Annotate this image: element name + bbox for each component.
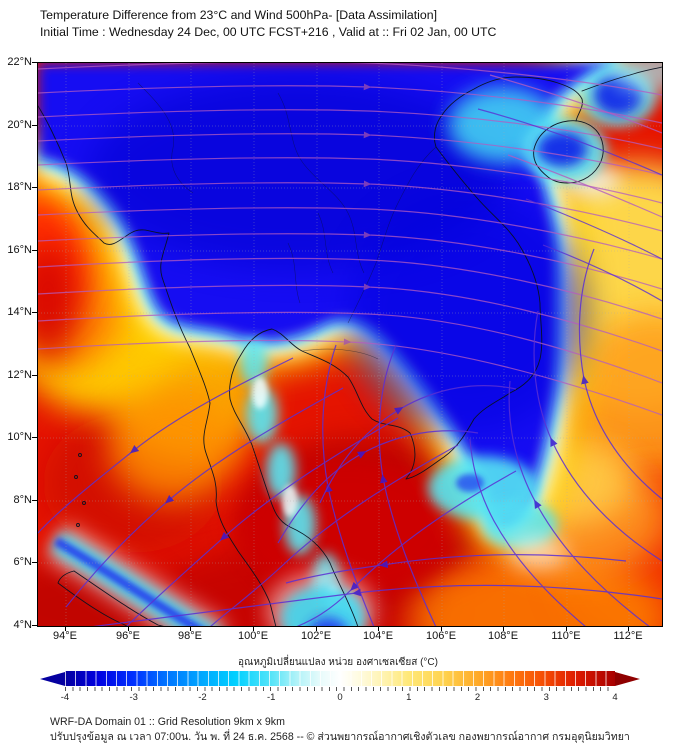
lon-label: 104°E [362,630,394,642]
colorbar-tick: -3 [129,692,138,703]
lat-label: 16°N [7,244,32,256]
colorbar-tick: -1 [267,692,276,703]
colorbar-tick: 4 [612,692,618,703]
lon-label: 108°E [487,630,519,642]
axis-tick [378,626,379,631]
colorbar-tick: 0 [337,692,343,703]
lat-label: 20°N [7,119,32,131]
temperature-field [38,63,662,626]
streamlines-northeast [477,74,662,302]
lat-label: 10°N [7,431,32,443]
footer-update-info: ปรับปรุงข้อมูล ณ เวลา 07:00น. วัน พ. ที่… [50,730,630,743]
colorbar-left-arrow [40,671,65,686]
header: Temperature Difference from 23°C and Win… [40,7,496,41]
axis-tick [32,625,37,626]
colorbar-tick: 3 [543,692,549,703]
axis-tick [32,62,37,63]
lon-label: 98°E [178,630,202,642]
lat-label: 18°N [7,181,32,193]
axis-tick [128,626,129,631]
lat-label: 14°N [7,306,32,318]
lon-label: 100°E [237,630,269,642]
lat-label: 22°N [7,56,32,68]
colorbar-gradient [65,671,615,686]
axis-tick [32,125,37,126]
colorbar-minor-ticks [65,687,615,691]
axis-tick [32,562,37,563]
lon-label: 96°E [116,630,140,642]
colorbar-tick: -4 [60,692,70,703]
footer: WRF-DA Domain 01 :: Grid Resolution 9km … [50,715,630,744]
axis-tick [32,187,37,188]
axis-tick [32,250,37,251]
axis-tick [503,626,504,631]
axis-tick [32,312,37,313]
map-figure [37,62,663,627]
axis-tick [441,626,442,631]
lon-label: 106°E [425,630,457,642]
colorbar-tick: 2 [474,692,481,703]
map-subtitle: Initial Time : Wednesday 24 Dec, 00 UTC … [40,25,497,39]
province-borders [137,82,437,360]
map-title: Temperature Difference from 23°C and Win… [40,8,438,22]
axis-tick [566,626,567,631]
colorbar-tick: -2 [198,692,207,703]
axis-tick [32,500,37,501]
colorbar-right-arrow [615,671,640,686]
axis-tick [32,375,37,376]
axis-tick [628,626,629,631]
colorbar-title: อุณหภูมิเปลี่ยนแปลง หน่วย องศาเซลเซียส (… [238,657,438,668]
axis-tick [316,626,317,631]
axis-tick [190,626,191,631]
axis-tick [65,626,66,631]
lon-label: 112°E [613,630,643,642]
axis-tick [32,437,37,438]
colorbar-tick: 1 [406,692,412,703]
lon-label: 110°E [551,630,581,642]
weather-map-svg [38,63,662,626]
streamlines-north [38,63,662,416]
lon-label: 102°E [300,630,332,642]
lon-label: 94°E [53,630,77,642]
colorbar-tick-labels: -4 -3 -2 -1 0 1 2 3 4 [61,692,618,704]
lat-label: 8°N [13,494,32,506]
axis-tick [253,626,254,631]
lat-label: 4°N [13,619,32,631]
colorbar [40,671,640,686]
lat-label: 12°N [7,369,32,381]
streamlines-south [38,248,662,626]
footer-domain-info: WRF-DA Domain 01 :: Grid Resolution 9km … [50,716,285,728]
lat-label: 6°N [13,556,32,568]
